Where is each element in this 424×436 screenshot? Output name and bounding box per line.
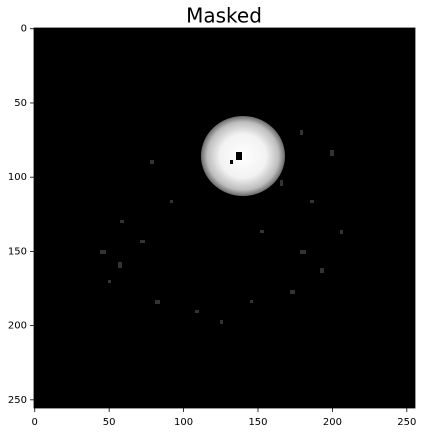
y-tick-label: 250 [8, 395, 27, 406]
x-tick-label: 50 [103, 417, 116, 428]
hole [230, 160, 233, 164]
y-tick-label: 200 [8, 321, 27, 332]
hole [236, 152, 242, 160]
speckles [100, 130, 343, 324]
x-tick-label: 0 [32, 417, 38, 428]
bright-region [201, 116, 285, 196]
x-tick-label: 150 [248, 417, 267, 428]
x-tick-label: 250 [397, 417, 416, 428]
y-tick-label: 100 [8, 172, 27, 183]
image [34, 28, 415, 408]
y-tick-label: 0 [21, 24, 27, 35]
x-tick-label: 100 [174, 417, 193, 428]
axes-frame [33, 27, 416, 409]
y-tick-label: 50 [14, 98, 27, 109]
chart-title: Masked [186, 4, 262, 28]
image-background [34, 28, 415, 408]
x-tick-label: 200 [323, 417, 342, 428]
y-tick-label: 150 [8, 246, 27, 257]
